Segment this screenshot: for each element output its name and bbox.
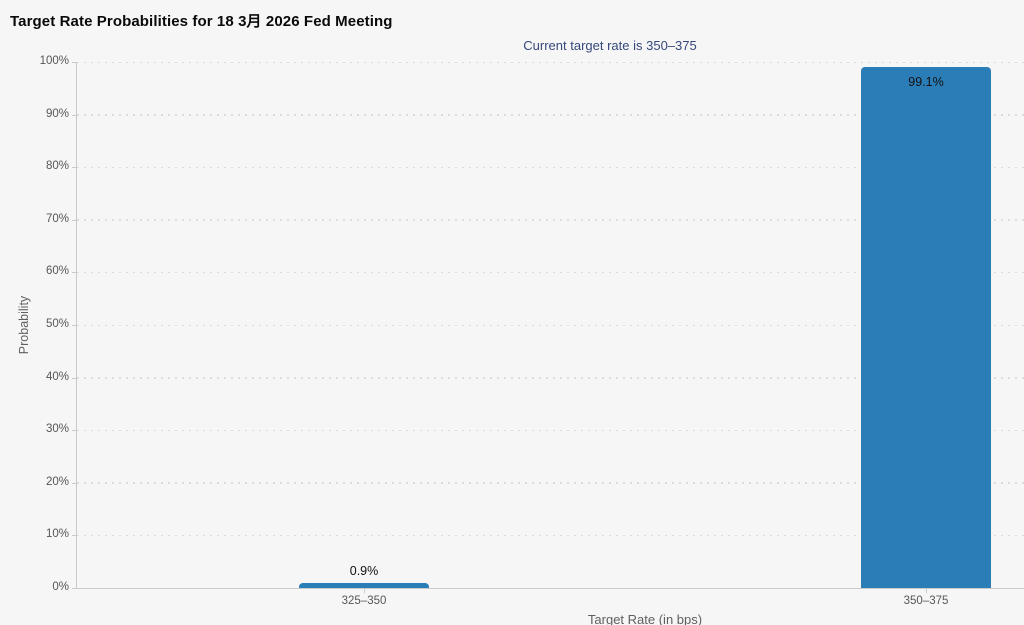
bar-value-label: 0.9% [349,564,379,579]
y-tick-label: 60% [45,265,69,278]
y-tick-mark [72,219,77,221]
y-tick-mark [72,377,77,379]
gridline [77,166,1024,169]
y-tick-label: 0% [52,581,69,593]
y-tick-label: 50% [45,318,69,330]
x-tick-label: 350–375 [903,595,949,607]
y-tick-mark [72,272,77,274]
probability-bar[interactable] [299,583,429,588]
y-tick-label: 80% [45,160,69,173]
gridline [77,219,1024,221]
probability-bar[interactable] [861,66,991,588]
y-tick-label: 100% [39,55,69,67]
gridline [77,114,1024,116]
chart-title: Target Rate Probabilities for 18 3月 2026… [10,13,393,30]
y-tick-mark [72,535,77,537]
y-tick-mark [72,167,77,169]
gridline [77,61,1024,63]
y-tick-label: 30% [45,423,69,436]
gridline [77,429,1024,432]
gridline [77,271,1024,274]
y-tick-mark [72,430,77,432]
plot-area: 0% 10% 20% 30% 40% 50% 60% 70% 80% 90% 100% 0.9% 325… [40,55,1024,607]
x-tick-label: 325–350 [341,595,387,607]
y-tick-label: 40% [45,370,69,383]
y-tick-label: 20% [45,475,69,488]
y-tick-mark [72,482,77,484]
y-tick-label: 10% [45,528,69,541]
y-tick-mark [72,114,77,116]
x-tick-mark [926,588,927,593]
y-tick-label: 90% [45,107,69,120]
bar-value-label: 99.1% [908,74,944,89]
gridline [77,534,1024,537]
y-tick-label: 70% [45,212,69,225]
gridline [77,377,1024,379]
x-tick-mark [364,588,365,593]
gridline [77,324,1024,326]
gridline [77,482,1024,484]
y-tick-mark [72,325,77,326]
y-tick-mark [72,62,77,63]
y-tick-mark [72,588,77,589]
x-axis-title: Target Rate (in bps) [587,612,703,625]
chart-subtitle: Current target rate is 350–375 [523,38,697,53]
